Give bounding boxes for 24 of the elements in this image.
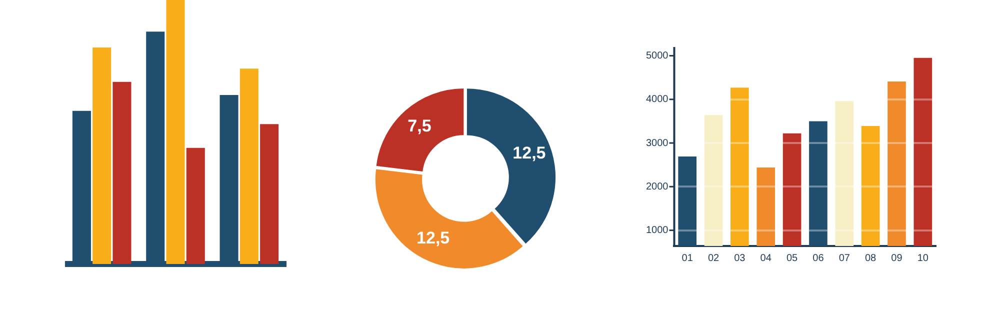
x-tick-label: 04 xyxy=(760,252,772,264)
x-tick-label: 05 xyxy=(786,252,798,264)
x-tick-label: 03 xyxy=(734,252,746,264)
y-tick-label: 3000 xyxy=(646,138,669,149)
y-tick-label: 4000 xyxy=(646,94,669,106)
x-tick-label: 10 xyxy=(917,252,929,264)
data-label: 7,5 xyxy=(408,116,432,136)
x-tick-label: 07 xyxy=(838,252,850,264)
x-tick-label: 01 xyxy=(682,252,694,264)
bar xyxy=(260,124,279,264)
x-tick-label: 08 xyxy=(865,252,877,264)
bar xyxy=(92,48,112,264)
bar xyxy=(240,68,258,264)
y-tick-label: 2000 xyxy=(646,181,669,192)
y-tick-label: 1000 xyxy=(646,225,669,236)
data-label: 12,5 xyxy=(512,143,546,162)
data-label: 12,5 xyxy=(416,228,450,248)
x-tick-label: 09 xyxy=(891,252,903,264)
y-tick-label: 5000 xyxy=(646,50,669,62)
bar xyxy=(112,82,132,264)
bar xyxy=(166,0,185,264)
x-tick-label: 06 xyxy=(812,252,824,264)
bar xyxy=(186,148,205,264)
x-tick-label: 02 xyxy=(708,252,720,264)
